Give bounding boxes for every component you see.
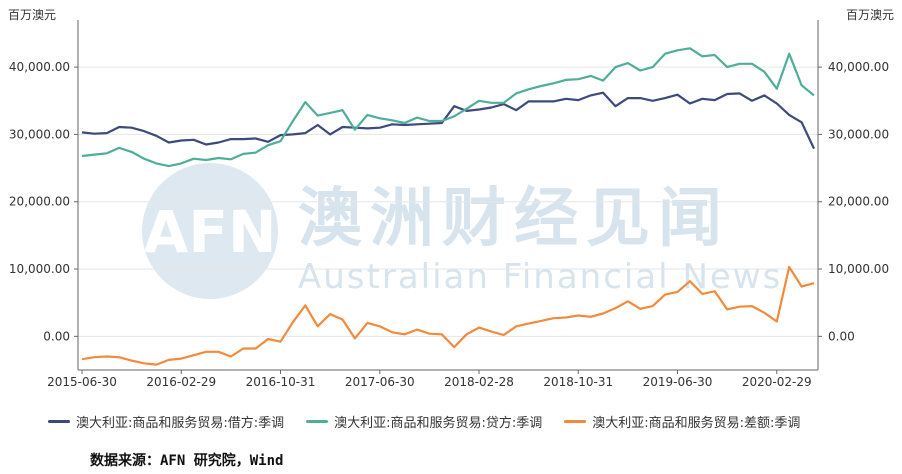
y-tick-label-right: 10,000.00 (828, 262, 889, 276)
x-tick-label: 2015-06-30 (47, 375, 117, 389)
series-line-balance (81, 265, 815, 366)
legend-swatch-debit (48, 420, 70, 423)
legend-label-credit: 澳大利亚:商品和服务贸易:贷方:季调 (334, 416, 543, 431)
x-tick-label: 2018-02-28 (444, 375, 514, 389)
y-tick-label-left: 30,000.00 (9, 127, 70, 141)
x-tick-label: 2017-06-30 (345, 375, 415, 389)
y-tick-label-right: 0.00 (828, 329, 855, 343)
y-tick-label-left: 10,000.00 (9, 262, 70, 276)
x-tick-label: 2018-10-31 (543, 375, 613, 389)
right-axis-unit: 百万澳元 (845, 8, 894, 22)
x-tick-label: 2020-02-29 (742, 375, 812, 389)
y-tick-label-left: 20,000.00 (9, 195, 70, 209)
left-axis-unit: 百万澳元 (8, 8, 57, 22)
data-source-note: 数据来源：AFN 研究院，Wind (90, 453, 284, 469)
series-line-debit (81, 91, 815, 150)
x-tick-label: 2016-02-29 (146, 375, 216, 389)
axes: 0.00 0.00 10,000.00 10,000.00 20,000.00 20,00… (9, 20, 889, 389)
legend-item-credit[interactable]: 澳大利亚:商品和服务贸易:贷方:季调 (306, 412, 542, 431)
legend-swatch-balance (564, 420, 587, 423)
legend-label-balance: 澳大利亚:商品和服务贸易:差额:季调 (592, 416, 801, 431)
legend-item-debit[interactable]: 澳大利亚:商品和服务贸易:借方:季调 (48, 412, 284, 431)
x-tick-label: 2019-06-30 (643, 375, 713, 389)
series-lines (81, 47, 815, 366)
y-tick-label-left: 40,000.00 (9, 60, 70, 74)
y-tick-label-left: 0.00 (43, 329, 70, 343)
legend-label-debit: 澳大利亚:商品和服务贸易:借方:季调 (76, 416, 285, 431)
y-tick-label-right: 30,000.00 (828, 127, 889, 141)
legend-item-balance[interactable]: 澳大利亚:商品和服务贸易:差额:季调 (564, 412, 800, 431)
y-tick-label-right: 40,000.00 (828, 60, 889, 74)
legend: 澳大利亚:商品和服务贸易:借方:季调 澳大利亚:商品和服务贸易:贷方:季调 澳大… (48, 412, 800, 431)
y-tick-label-right: 20,000.00 (828, 195, 889, 209)
x-tick-label: 2016-10-31 (246, 375, 316, 389)
grid-lines (78, 66, 818, 337)
legend-swatch-credit (306, 420, 329, 423)
series-line-credit (81, 47, 815, 168)
